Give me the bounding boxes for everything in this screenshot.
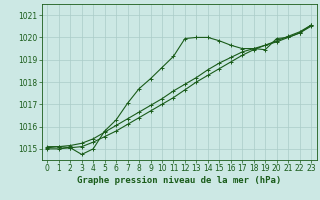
X-axis label: Graphe pression niveau de la mer (hPa): Graphe pression niveau de la mer (hPa) xyxy=(77,176,281,185)
